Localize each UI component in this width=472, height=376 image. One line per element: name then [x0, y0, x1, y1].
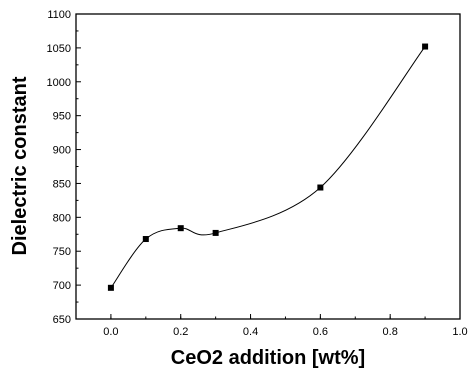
x-tick-label: 0.2 — [173, 326, 188, 338]
y-tick-label: 950 — [53, 111, 71, 123]
y-tick-label: 750 — [53, 246, 71, 258]
data-point — [422, 43, 429, 50]
data-point — [107, 284, 114, 291]
y-tick-label: 1100 — [47, 9, 71, 21]
data-point — [317, 184, 324, 191]
x-tick-label: 0.6 — [313, 326, 328, 338]
y-axis: 650 700 750 800 850 900 950 1000 1050 1100 — [47, 9, 81, 326]
x-axis-label: CeO2 addition [wt%] — [171, 347, 365, 369]
y-tick-label: 1050 — [47, 43, 71, 55]
y-tick-label: 1000 — [47, 77, 71, 89]
fit-curve — [110, 46, 426, 289]
y-tick-label: 650 — [53, 314, 71, 326]
y-tick-label: 900 — [53, 145, 71, 157]
x-axis: 0.0 0.2 0.4 0.6 0.8 1.0 — [75, 314, 468, 338]
data-point — [142, 236, 149, 243]
plot-frame — [75, 13, 461, 320]
x-tick-label: 1.0 — [452, 326, 467, 338]
y-tick-label: 850 — [53, 178, 71, 190]
data-points — [107, 43, 429, 291]
y-tick-label: 800 — [53, 212, 71, 224]
y-tick-label: 700 — [53, 280, 71, 292]
x-tick-label: 0.4 — [243, 326, 258, 338]
x-tick-label: 0.0 — [103, 326, 118, 338]
y-axis-label: Dielectric constant — [9, 76, 31, 255]
data-point — [177, 225, 184, 232]
data-point — [212, 229, 219, 236]
x-tick-label: 0.8 — [383, 326, 398, 338]
